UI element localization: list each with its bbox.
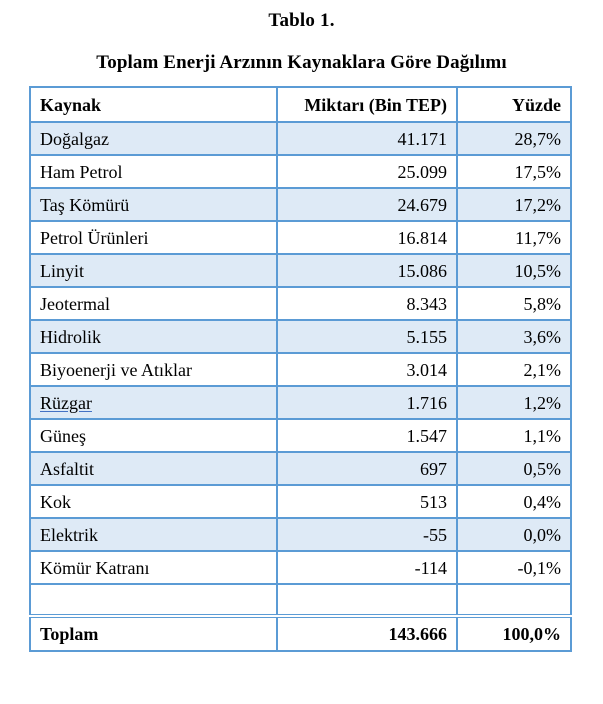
- cell-amount: 3.014: [276, 352, 458, 387]
- spacer-cell-source: [29, 583, 278, 617]
- cell-percent: 17,2%: [456, 187, 572, 222]
- cell-percent: 17,5%: [456, 154, 572, 189]
- table-header-row: Kaynak Miktarı (Bin TEP) Yüzde: [29, 86, 572, 123]
- column-header-amount: Miktarı (Bin TEP): [276, 86, 458, 123]
- total-cell-amount: 143.666: [276, 614, 458, 652]
- cell-source: Kömür Katranı: [29, 550, 278, 585]
- total-cell-source: Toplam: [29, 614, 278, 652]
- cell-source: Kok: [29, 484, 278, 519]
- table-spacer-row: [29, 583, 572, 617]
- cell-percent: 10,5%: [456, 253, 572, 288]
- energy-distribution-table: Kaynak Miktarı (Bin TEP) Yüzde Doğalgaz 4…: [29, 86, 572, 652]
- table-row: Biyoenerji ve Atıklar 3.014 2,1%: [29, 352, 572, 387]
- cell-amount: 16.814: [276, 220, 458, 255]
- cell-source: Jeotermal: [29, 286, 278, 321]
- table-row: Doğalgaz 41.171 28,7%: [29, 121, 572, 156]
- table-row: Güneş 1.547 1,1%: [29, 418, 572, 453]
- cell-source: Asfaltit: [29, 451, 278, 486]
- table-row: Asfaltit 697 0,5%: [29, 451, 572, 486]
- column-header-source: Kaynak: [29, 86, 278, 123]
- table-row: Linyit 15.086 10,5%: [29, 253, 572, 288]
- table-header: Kaynak Miktarı (Bin TEP) Yüzde: [29, 86, 572, 123]
- cell-amount: 1.716: [276, 385, 458, 420]
- cell-source: Rüzgar: [29, 385, 278, 420]
- energy-table-container: Kaynak Miktarı (Bin TEP) Yüzde Doğalgaz 4…: [29, 86, 572, 652]
- cell-percent: 0,0%: [456, 517, 572, 552]
- page-title: Tablo 1.: [268, 10, 335, 31]
- cell-amount: 5.155: [276, 319, 458, 354]
- cell-percent: 1,1%: [456, 418, 572, 453]
- table-total-row: Toplam 143.666 100,0%: [29, 614, 572, 652]
- table-row: Jeotermal 8.343 5,8%: [29, 286, 572, 321]
- spacer-cell-percent: [456, 583, 572, 617]
- cell-percent: 0,4%: [456, 484, 572, 519]
- cell-amount: 697: [276, 451, 458, 486]
- cell-amount: 1.547: [276, 418, 458, 453]
- table-row: Hidrolik 5.155 3,6%: [29, 319, 572, 354]
- cell-amount: 41.171: [276, 121, 458, 156]
- table-row: Taş Kömürü 24.679 17,2%: [29, 187, 572, 222]
- table-body: Doğalgaz 41.171 28,7% Ham Petrol 25.099 17,5%…: [29, 121, 572, 652]
- cell-percent: -0,1%: [456, 550, 572, 585]
- cell-percent: 28,7%: [456, 121, 572, 156]
- cell-source: Petrol Ürünleri: [29, 220, 278, 255]
- cell-amount: 15.086: [276, 253, 458, 288]
- cell-amount: -55: [276, 517, 458, 552]
- cell-percent: 5,8%: [456, 286, 572, 321]
- cell-source: Elektrik: [29, 517, 278, 552]
- cell-source: Güneş: [29, 418, 278, 453]
- cell-amount: -114: [276, 550, 458, 585]
- table-row: Petrol Ürünleri 16.814 11,7%: [29, 220, 572, 255]
- page-subtitle: Toplam Enerji Arzının Kaynaklara Göre Da…: [96, 52, 507, 73]
- table-row: Ham Petrol 25.099 17,5%: [29, 154, 572, 189]
- spacer-cell-amount: [276, 583, 458, 617]
- cell-source: Ham Petrol: [29, 154, 278, 189]
- cell-source: Linyit: [29, 253, 278, 288]
- cell-amount: 24.679: [276, 187, 458, 222]
- table-row: Rüzgar 1.716 1,2%: [29, 385, 572, 420]
- cell-percent: 1,2%: [456, 385, 572, 420]
- cell-percent: 11,7%: [456, 220, 572, 255]
- cell-source: Doğalgaz: [29, 121, 278, 156]
- cell-amount: 25.099: [276, 154, 458, 189]
- cell-percent: 3,6%: [456, 319, 572, 354]
- table-row: Kömür Katranı -114 -0,1%: [29, 550, 572, 585]
- table-row: Kok 513 0,4%: [29, 484, 572, 519]
- cell-amount: 513: [276, 484, 458, 519]
- cell-percent: 0,5%: [456, 451, 572, 486]
- cell-source: Biyoenerji ve Atıklar: [29, 352, 278, 387]
- column-header-percent: Yüzde: [456, 86, 572, 123]
- cell-source: Taş Kömürü: [29, 187, 278, 222]
- cell-percent: 2,1%: [456, 352, 572, 387]
- cell-amount: 8.343: [276, 286, 458, 321]
- table-row: Elektrik -55 0,0%: [29, 517, 572, 552]
- cell-source: Hidrolik: [29, 319, 278, 354]
- source-link[interactable]: Rüzgar: [40, 392, 92, 413]
- total-cell-percent: 100,0%: [456, 614, 572, 652]
